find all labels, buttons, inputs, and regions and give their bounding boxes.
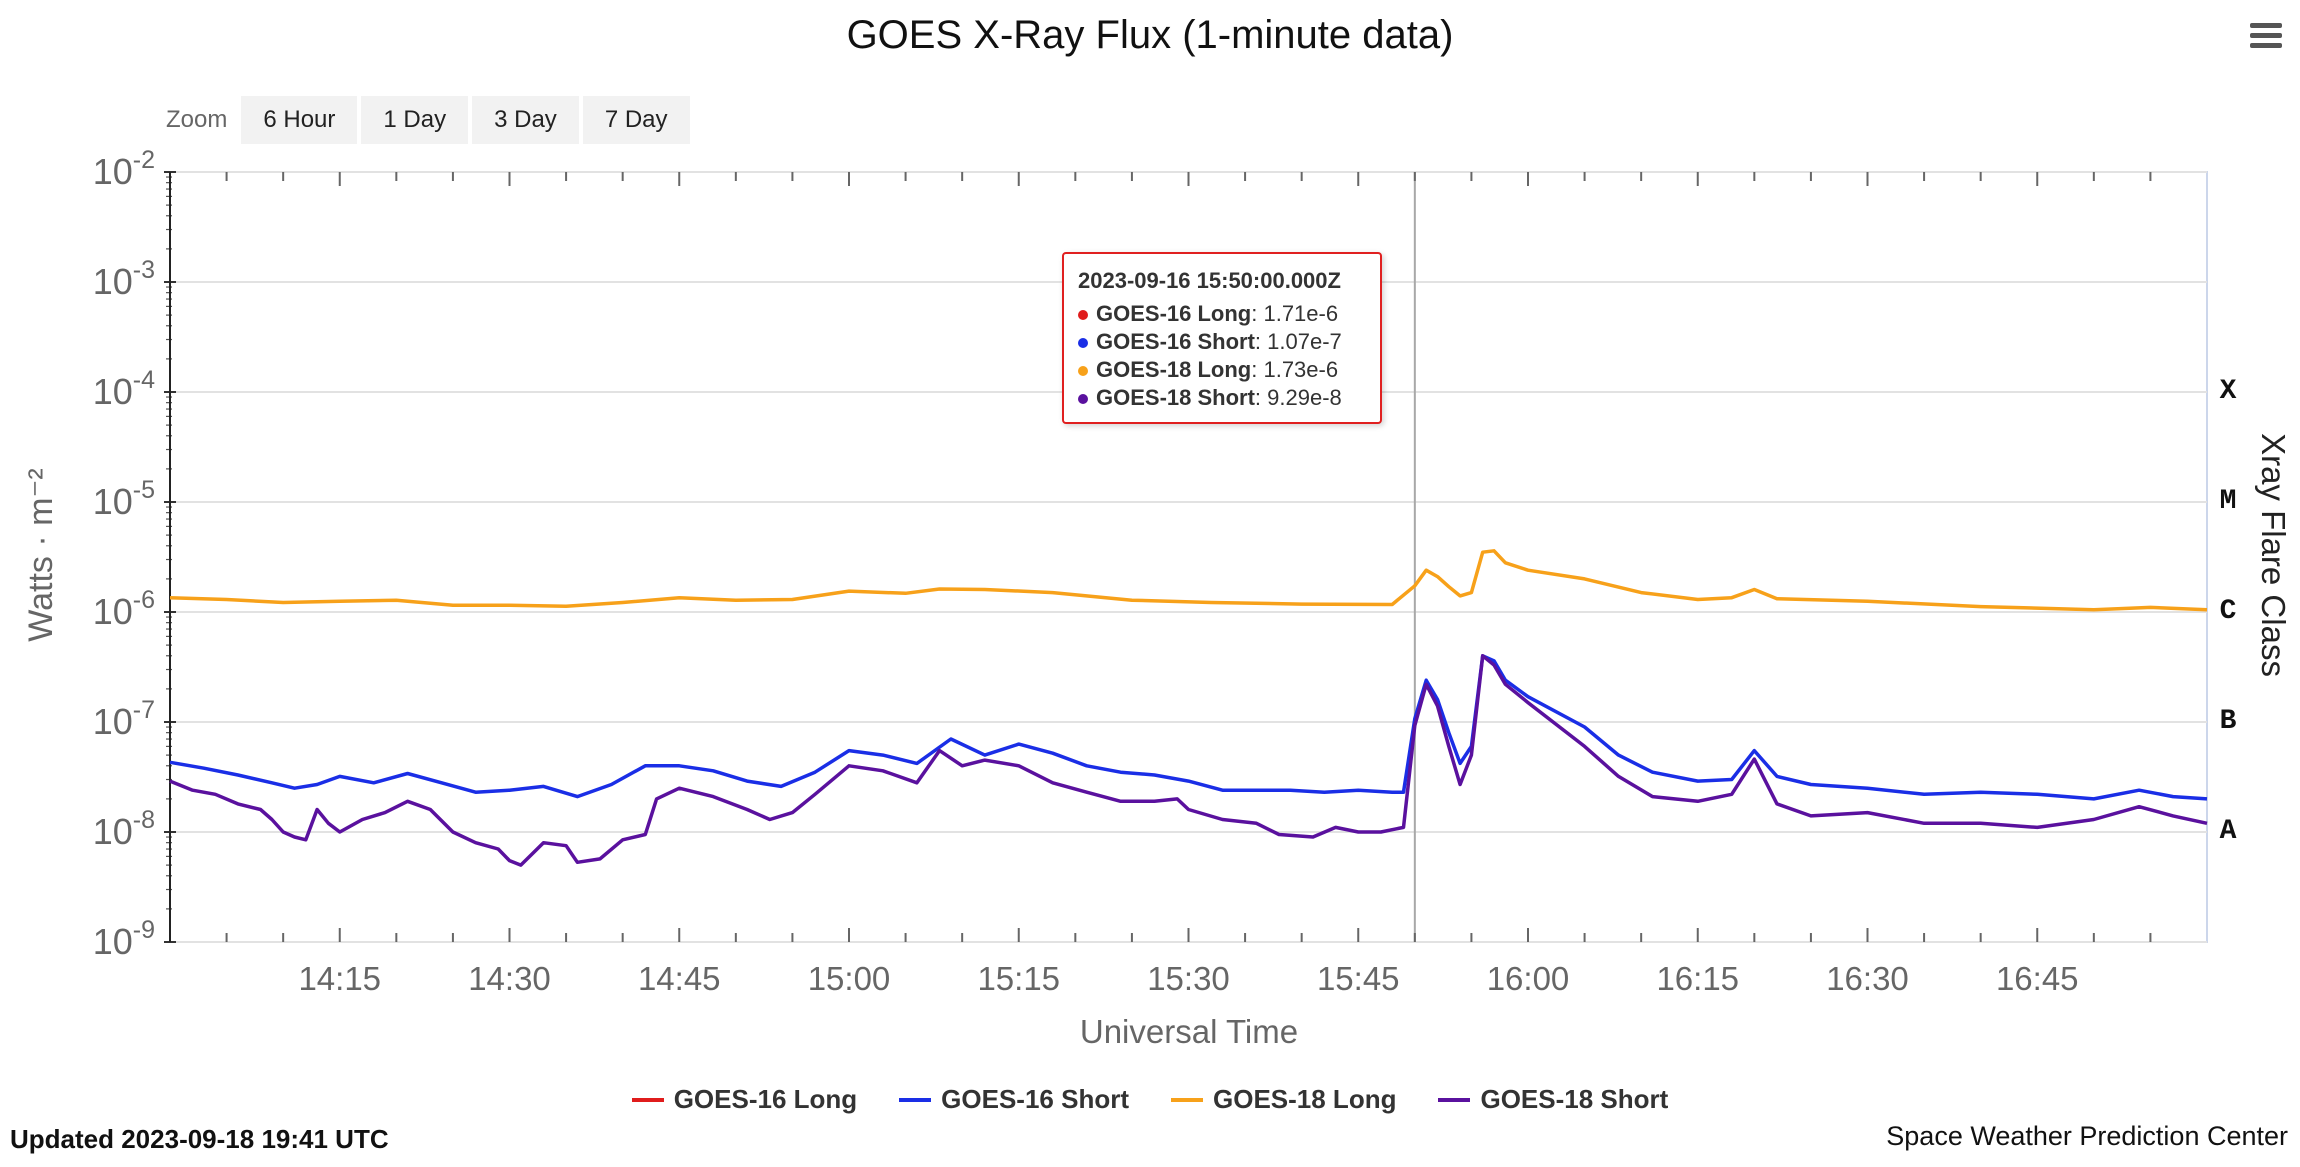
series-dot-icon [1078,366,1088,377]
y-axis-title: Watts · m⁻² [22,468,60,641]
tooltip-series-name: GOES-16 Short [1096,329,1255,354]
legend-swatch [631,1097,664,1102]
tooltip-value: : 9.29e-8 [1254,385,1342,410]
y-tick-label: 10-8 [93,806,155,852]
tooltip-value: : 1.71e-6 [1251,301,1339,326]
x-tick-label: 15:15 [977,960,1060,997]
y-tick-label: 10-3 [93,256,155,302]
data-tooltip: 2023-09-16 15:50:00.000Z GOES-16 Long: 1… [1062,252,1382,424]
tooltip-row: GOES-18 Long: 1.73e-6 [1078,356,1366,384]
legend-label: GOES-18 Long [1213,1084,1397,1114]
tooltip-time: 2023-09-16 15:50:00.000Z [1078,268,1341,293]
axes: 10-2 10-3 10-4 10-5 10-6 10-7 10-8 10-9 14:15 14:… [93,146,2237,997]
credit-text: Space Weather Prediction Center [1886,1121,2288,1151]
tooltip-row: GOES-16 Short: 1.07e-7 [1078,328,1366,356]
legend-item-goes16-short[interactable]: GOES-16 Short [899,1084,1129,1115]
series-lines [169,549,2208,867]
series-dot-icon [1078,310,1088,321]
zoom-7-day-button[interactable]: 7 Day [582,96,690,144]
tooltip-value: : 1.73e-6 [1251,357,1339,382]
y-tick-label: 10-9 [93,916,155,962]
tooltip-series-name: GOES-18 Short [1096,385,1255,410]
series-line-goes-18-short [169,654,2208,867]
legend-swatch [899,1097,932,1102]
y-tick-label: 10-4 [93,366,155,412]
flare-class-label: C [2220,596,2237,627]
x-tick-label: 14:45 [638,960,721,997]
legend-swatch [1438,1097,1471,1102]
tooltip-series-name: GOES-18 Long [1096,357,1252,382]
series-line-goes-18-long [169,549,2208,612]
y-tick-label: 10-2 [93,146,155,192]
zoom-3-day-button[interactable]: 3 Day [472,96,579,144]
flare-class-label: A [2220,816,2237,847]
legend-item-goes18-short[interactable]: GOES-18 Short [1438,1084,1668,1115]
zoom-label: Zoom [166,106,228,133]
legend-swatch [1171,1097,1203,1102]
legend-item-goes18-long[interactable]: GOES-18 Long [1171,1084,1396,1115]
tooltip-row: GOES-16 Long: 1.71e-6 [1078,300,1366,328]
chart-legend: GOES-16 Long GOES-16 Short GOES-18 Long … [0,1084,2300,1115]
x-tick-label: 15:45 [1317,960,1400,997]
zoom-controls: Zoom 6 Hour 1 Day 3 Day 7 Day [166,96,694,144]
x-tick-label: 15:00 [808,960,891,997]
y-tick-label: 10-7 [93,696,155,742]
chart-menu-icon[interactable] [2246,18,2286,58]
x-tick-label: 14:30 [468,960,551,997]
zoom-1-day-button[interactable]: 1 Day [361,96,469,144]
x-tick-label: 15:30 [1147,960,1230,997]
series-dot-icon [1078,338,1088,349]
y-tick-label: 10-6 [93,586,155,632]
x-tick-label: 16:30 [1826,960,1909,997]
chart-title: GOES X-Ray Flux (1-minute data) [847,13,1454,57]
tooltip-value: : 1.07e-7 [1254,329,1342,354]
tooltip-series-name: GOES-16 Long [1096,301,1252,326]
updated-timestamp: Updated 2023-09-18 19:41 UTC [10,1124,389,1154]
x-tick-label: 16:15 [1656,960,1739,997]
flare-class-label: X [2220,376,2237,407]
legend-label: GOES-16 Short [941,1084,1129,1114]
y-tick-label: 10-5 [93,476,155,522]
flare-class-axis-title: Xray Flare Class [2255,433,2292,677]
flare-class-label: M [2220,486,2237,517]
flare-class-label: B [2220,706,2237,737]
x-tick-label: 16:45 [1996,960,2079,997]
legend-item-goes16-long[interactable]: GOES-16 Long [631,1084,858,1115]
x-tick-label: 16:00 [1487,960,1570,997]
zoom-6-hour-button[interactable]: 6 Hour [241,96,358,144]
x-axis-title: Universal Time [1080,1013,1298,1050]
series-dot-icon [1078,394,1088,405]
series-line-goes-16-short [169,654,2208,801]
tooltip-row: GOES-18 Short: 9.29e-8 [1078,384,1366,412]
legend-label: GOES-18 Short [1480,1084,1669,1114]
legend-label: GOES-16 Long [673,1084,858,1114]
x-tick-label: 14:15 [298,960,381,997]
